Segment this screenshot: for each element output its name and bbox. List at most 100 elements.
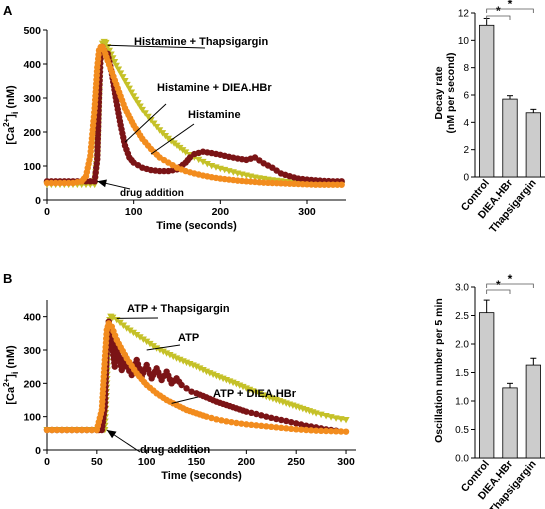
data-point (119, 74, 127, 81)
y-tick-label: 200 (23, 378, 41, 390)
y-tick-label: 100 (23, 412, 41, 424)
data-point (263, 413, 270, 420)
x-tick-label: 200 (238, 456, 256, 468)
annotation-label: ATP + Thapsigargin (127, 303, 230, 315)
data-point (203, 160, 211, 168)
data-point (48, 426, 56, 434)
annotation-arrowhead (97, 179, 107, 188)
data-point (123, 81, 131, 89)
data-point (182, 149, 190, 156)
y-tick-label: 0 (35, 195, 41, 207)
data-point (223, 418, 230, 425)
y-tick-label: 100 (23, 161, 41, 173)
y-axis-title-part: 2+ (2, 377, 11, 386)
y-axis-title-part: i (10, 372, 20, 375)
y-tick-label: 6 (463, 91, 469, 102)
data-point (147, 117, 155, 124)
x-axis-title: Time (seconds) (161, 470, 242, 482)
y-tick-label: 1.0 (455, 397, 469, 408)
data-point (273, 424, 280, 431)
y-tick-label: 2.5 (455, 311, 469, 322)
data-point (278, 424, 285, 432)
x-tick-label: 300 (298, 206, 316, 218)
y-tick-label: 0.0 (455, 454, 469, 465)
annotation-leader (146, 344, 181, 351)
data-point (327, 427, 335, 435)
y-axis-title-part: [Ca (5, 386, 17, 405)
annotation-arrowhead (106, 430, 117, 439)
data-point (127, 89, 136, 96)
y-axis-title: Oscillation number per 5 min (433, 298, 445, 443)
data-point (125, 85, 133, 93)
x-axis-title: Time (seconds) (156, 220, 237, 232)
series-atp-diea-hbr (43, 320, 350, 435)
significance-marker: * (496, 4, 501, 18)
x-tick-label: 300 (337, 456, 355, 468)
annotation-leader (124, 103, 167, 143)
annotation-label: drug addition (120, 188, 184, 199)
y-tick-label: 2.0 (455, 340, 469, 351)
data-point (288, 418, 295, 426)
data-point (109, 314, 117, 322)
data-point (73, 426, 81, 434)
panel-label-b: B (3, 271, 12, 286)
data-point (123, 325, 131, 332)
annotation-label: Histamine + Thapsigargin (134, 36, 268, 48)
significance-marker: * (496, 278, 501, 292)
x-tick-label: 150 (188, 456, 206, 468)
bar (479, 24, 495, 178)
significance-marker: * (508, 0, 513, 11)
panel-label-a: A (3, 3, 13, 18)
y-tick-label: 8 (463, 63, 469, 74)
y-axis-title-part: [Ca (5, 126, 17, 145)
annotation-leader (171, 396, 199, 404)
y-tick-label: 12 (458, 9, 470, 20)
data-point (268, 423, 275, 431)
data-point (186, 154, 194, 161)
data-point (195, 156, 203, 164)
annotation-label: ATP (178, 332, 199, 344)
y-tick-label: 0 (463, 173, 469, 184)
data-point (121, 78, 129, 85)
data-point (302, 426, 310, 434)
y-axis-title: Decay rate (433, 66, 445, 119)
data-point (213, 416, 220, 423)
data-point (132, 96, 140, 104)
x-tick-label: 250 (287, 456, 305, 468)
y-axis-title-part: (nM) (5, 85, 17, 112)
data-point (253, 410, 260, 418)
data-point (283, 425, 290, 432)
data-point (143, 338, 151, 346)
data-point (146, 340, 154, 348)
data-point (166, 352, 174, 359)
bar (525, 364, 541, 459)
y-axis-title-part: ] (5, 114, 17, 118)
data-point (105, 47, 113, 55)
data-point (292, 426, 300, 433)
chart-b-oscillation-bars: 0.00.51.01.52.02.53.0ControlDIEA.HBrThap… (433, 272, 545, 509)
y-tick-label: 1.5 (455, 368, 469, 379)
y-axis-title: [Ca2+]i (nM) (2, 345, 20, 405)
data-point (83, 426, 91, 434)
data-point (117, 70, 125, 77)
data-point (78, 426, 86, 434)
significance-bracket (486, 15, 511, 20)
annotation-label: Histamine (188, 109, 241, 121)
bar (479, 312, 495, 459)
data-point (233, 419, 240, 427)
data-point (126, 327, 134, 334)
data-point (43, 426, 51, 434)
x-tick-label: 100 (138, 456, 156, 468)
y-axis-title: [Ca2+]i (nM) (2, 85, 20, 145)
y-tick-label: 4 (463, 118, 469, 129)
data-point (273, 415, 280, 423)
data-point (53, 426, 61, 434)
data-point (203, 413, 210, 420)
data-point (332, 415, 340, 422)
data-point (248, 421, 255, 429)
data-point (130, 93, 138, 100)
data-point (258, 422, 265, 430)
data-point (159, 348, 167, 356)
data-point (58, 426, 66, 434)
